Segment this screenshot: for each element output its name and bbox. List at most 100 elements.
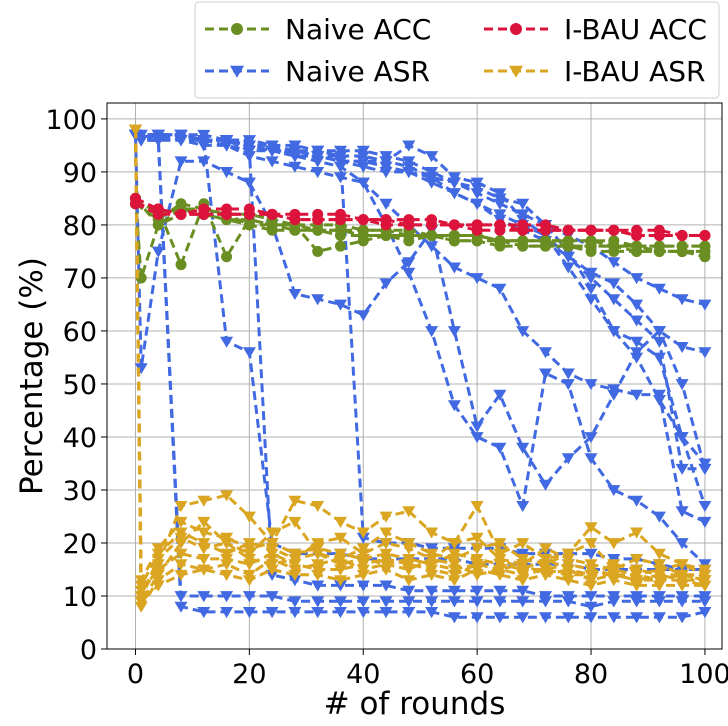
data-point: [539, 543, 552, 555]
data-point: [334, 532, 347, 544]
data-point: [676, 240, 688, 252]
series-line: [134, 133, 706, 306]
data-point: [698, 299, 712, 311]
data-point: [197, 527, 211, 539]
data-point: [379, 278, 393, 290]
data-point: [425, 177, 439, 189]
data-point: [151, 246, 165, 258]
data-point: [312, 245, 324, 257]
data-point: [311, 156, 325, 168]
legend: Naive ACC Naive ASR I-BAU ACC I-BAU ASR: [194, 1, 720, 99]
y-tick-label: 70: [63, 264, 97, 295]
data-point: [584, 432, 598, 444]
data-point: [448, 219, 460, 231]
data-point: [357, 214, 369, 226]
data-point: [402, 156, 416, 168]
data-point: [652, 612, 666, 624]
data-point: [174, 516, 188, 528]
data-point: [174, 548, 188, 560]
legend-marker-shape: [230, 65, 244, 78]
data-point: [584, 612, 598, 624]
legend-marker: [509, 65, 523, 78]
data-point: [403, 230, 415, 242]
data-point: [197, 554, 211, 566]
data-point: [447, 326, 461, 338]
legend-entry-ibau-asr: I-BAU ASR: [484, 55, 706, 88]
series-line: [134, 129, 705, 603]
data-point: [425, 326, 439, 338]
data-point: [561, 262, 575, 274]
data-point: [584, 522, 598, 534]
data-point: [334, 214, 346, 226]
data-point: [652, 591, 666, 603]
data-point: [129, 198, 141, 210]
data-point: [630, 580, 644, 592]
legend-label: I-BAU ASR: [564, 55, 706, 88]
data-point: [334, 596, 347, 608]
data-point: [630, 495, 644, 507]
data-point: [425, 569, 439, 581]
data-point: [311, 548, 325, 560]
data-point: [653, 230, 665, 242]
data-point: [652, 283, 666, 295]
data-point: [699, 230, 711, 242]
data-point: [631, 240, 643, 252]
data-point: [220, 538, 234, 550]
data-point: [289, 214, 301, 226]
series-line: [134, 129, 706, 582]
data-point: [379, 511, 393, 523]
data-point: [607, 612, 621, 624]
data-point: [584, 538, 598, 550]
data-point: [470, 585, 484, 597]
legend-entry-naive-acc: Naive ACC: [205, 13, 431, 46]
data-point: [379, 198, 393, 210]
legend-marker: [230, 65, 244, 78]
data-point: [470, 177, 484, 189]
data-point: [675, 559, 689, 571]
data-point: [288, 289, 302, 300]
data-point: [311, 569, 325, 581]
data-point: [539, 347, 552, 359]
data-point: [266, 208, 278, 220]
data-point: [334, 151, 347, 163]
data-point: [516, 538, 530, 550]
data-point: [311, 607, 325, 619]
data-point: [425, 527, 439, 539]
data-point: [265, 607, 279, 619]
data-point: [675, 538, 689, 550]
data-point: [584, 601, 598, 613]
x-axis-label: # of rounds: [324, 686, 506, 722]
data-point: [470, 501, 484, 512]
data-point: [243, 219, 255, 231]
data-point: [675, 612, 689, 624]
data-point: [470, 198, 484, 210]
data-point: [675, 432, 689, 444]
data-point: [676, 230, 688, 242]
data-point: [134, 591, 148, 603]
data-point: [630, 612, 644, 624]
data-point: [425, 585, 439, 597]
data-point: [675, 463, 689, 475]
series-i-bau-asr: [129, 124, 712, 613]
data-point: [197, 516, 211, 528]
data-point: [584, 379, 598, 391]
data-point: [402, 596, 416, 608]
data-point: [402, 554, 416, 566]
data-point: [470, 421, 484, 433]
data-point: [134, 363, 148, 375]
data-point: [198, 208, 210, 220]
data-point: [175, 198, 187, 210]
data-point: [288, 569, 302, 581]
data-point: [288, 516, 302, 528]
data-point: [289, 224, 301, 236]
data-point: [357, 230, 369, 242]
data-point: [288, 151, 302, 163]
data-point: [220, 591, 234, 603]
series-line: [134, 129, 705, 598]
data-point: [630, 389, 644, 401]
y-tick-label: 100: [45, 105, 97, 136]
x-tick-label: 0: [127, 659, 144, 690]
data-point: [220, 167, 234, 179]
data-point: [607, 257, 621, 269]
data-point: [242, 511, 256, 523]
